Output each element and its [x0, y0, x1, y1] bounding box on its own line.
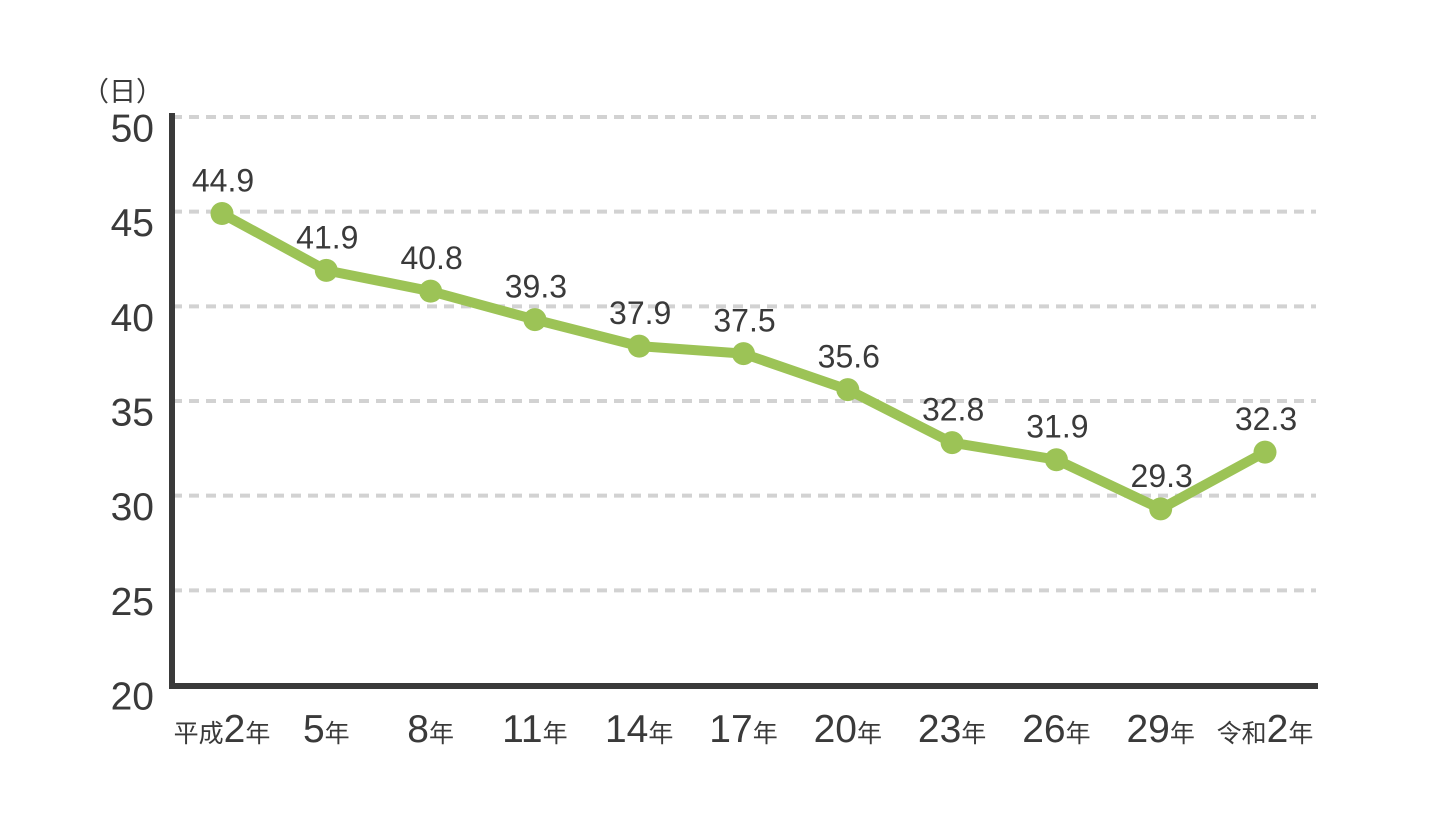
data-point-marker	[1149, 497, 1173, 521]
x-tick-label: 26年	[1022, 708, 1090, 751]
data-point-marker	[732, 342, 755, 366]
x-tick-label: 5年	[303, 708, 350, 751]
data-point-label: 37.5	[713, 303, 775, 339]
data-point-marker	[314, 258, 338, 282]
x-tick-label: 8年	[407, 708, 454, 751]
data-point-label: 39.3	[505, 269, 567, 305]
data-point-marker	[1253, 440, 1277, 464]
data-point-label: 32.3	[1235, 401, 1297, 437]
data-point-marker	[523, 308, 547, 332]
data-point-label: 41.9	[296, 219, 358, 255]
data-point-label: 44.9	[192, 163, 254, 199]
y-tick-label: 30	[111, 486, 154, 529]
y-tick-label: 25	[111, 581, 154, 624]
x-tick-label: 20年	[814, 708, 882, 751]
y-tick-label: 50	[111, 108, 154, 151]
data-point-label: 37.9	[609, 295, 671, 331]
x-tick-label: 14年	[605, 708, 673, 751]
data-point-label: 40.8	[400, 240, 462, 276]
data-point-marker	[210, 202, 234, 226]
x-tick-label: 29年	[1126, 708, 1194, 751]
y-tick-label: 40	[111, 297, 154, 340]
x-tick-label: 17年	[709, 708, 777, 751]
x-tick-label: 平成2年	[174, 708, 271, 751]
y-axis-unit-label: （日）	[82, 77, 163, 107]
data-point-label: 31.9	[1026, 409, 1088, 445]
data-point-marker	[1044, 448, 1068, 472]
data-point-marker	[940, 431, 964, 455]
data-point-marker	[627, 334, 651, 358]
y-tick-label: 20	[111, 676, 154, 719]
data-point-label: 35.6	[818, 339, 880, 375]
data-point-marker	[419, 279, 443, 303]
y-tick-label: 45	[111, 202, 154, 245]
x-tick-label: 令和2年	[1217, 708, 1314, 751]
data-point-label: 29.3	[1131, 458, 1193, 494]
data-point-label: 32.8	[922, 392, 984, 428]
x-tick-label: 23年	[918, 708, 986, 751]
x-tick-label: 11年	[502, 708, 568, 751]
data-point-marker	[836, 378, 860, 402]
y-tick-label: 35	[111, 392, 154, 435]
